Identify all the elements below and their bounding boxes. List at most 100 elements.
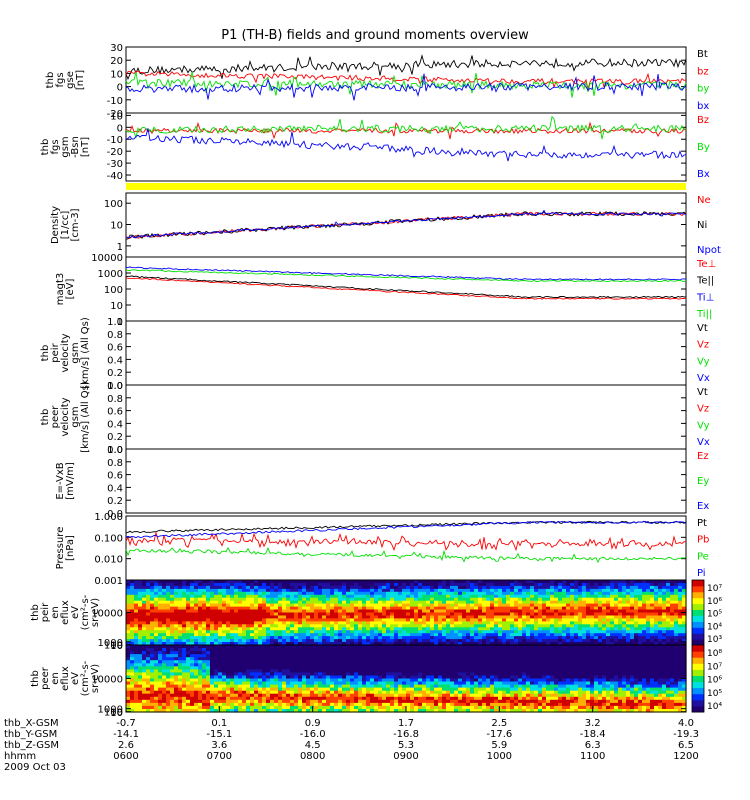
spectrogram-cell: [342, 699, 347, 704]
spectrogram-cell: [422, 654, 427, 658]
spectrogram-cell: [130, 702, 135, 707]
spectrogram-cell: [390, 636, 395, 640]
spectrogram-cell: [542, 583, 547, 587]
spectrogram-cell: [242, 660, 247, 664]
spectrogram-cell: [606, 633, 611, 637]
spectrogram-cell: [262, 627, 267, 631]
spectrogram-cell: [234, 687, 239, 692]
spectrogram-cell: [218, 603, 223, 608]
spectrogram-cell: [270, 612, 275, 617]
spectrogram-cell: [142, 606, 147, 611]
spectrogram-cell: [210, 633, 215, 637]
spectrogram-cell: [294, 702, 299, 707]
spectrogram-cell: [182, 627, 187, 631]
spectrogram-cell: [362, 696, 367, 701]
spectrogram-cell: [218, 583, 223, 587]
spectrogram-cell: [374, 588, 379, 593]
spectrogram-cell: [218, 696, 223, 701]
spectrogram-cell: [334, 672, 339, 676]
spectrogram-cell: [382, 666, 387, 670]
spectrogram-cell: [534, 627, 539, 631]
spectrogram-cell: [386, 663, 391, 667]
spectrogram-cell: [250, 669, 255, 673]
spectrogram-cell: [614, 597, 619, 602]
spectrogram-cell: [166, 702, 171, 707]
spectrogram-cell: [506, 630, 511, 634]
spectrogram-cell: [278, 663, 283, 667]
spectrogram-cell: [182, 630, 187, 634]
spectrogram-cell: [278, 705, 283, 710]
spectrogram-cell: [174, 600, 179, 605]
spectrogram-cell: [338, 654, 343, 658]
spectrogram-cell: [658, 594, 663, 599]
spectrogram-cell: [438, 621, 443, 625]
spectrogram-cell: [370, 633, 375, 637]
spectrogram-cell: [358, 627, 363, 631]
spectrogram-cell: [530, 606, 535, 611]
spectrogram-cell: [366, 648, 371, 652]
panel-8-series-Pb: [125, 531, 687, 552]
spectrogram-cell: [482, 594, 487, 599]
spectrogram-cell: [362, 627, 367, 631]
spectrogram-cell: [154, 663, 159, 667]
spectrogram-cell: [230, 618, 235, 622]
spectrogram-cell: [198, 618, 203, 622]
spectrogram-cell: [258, 666, 263, 670]
spectrogram-cell: [414, 666, 419, 670]
spectrogram-cell: [266, 666, 271, 670]
spectrogram-cell: [202, 603, 207, 608]
spectrogram-cell: [342, 583, 347, 587]
spectrogram-cell: [154, 660, 159, 664]
spectrogram-cell: [290, 663, 295, 667]
spectrogram-cell: [586, 603, 591, 608]
spectrogram-cell: [538, 583, 543, 587]
spectrogram-cell: [242, 663, 247, 667]
spectrogram-cell: [250, 636, 255, 640]
spectrogram-cell: [198, 615, 203, 620]
spectrogram-cell: [362, 612, 367, 617]
spectrogram-cell: [206, 612, 211, 617]
spectrogram-cell: [614, 627, 619, 631]
spectrogram-cell: [298, 585, 303, 590]
spectrogram-cell: [662, 603, 667, 608]
spectrogram-cell: [382, 709, 387, 713]
spectrogram-cell: [246, 705, 251, 710]
spectrogram-cell: [578, 624, 583, 628]
spectrogram-cell: [442, 594, 447, 599]
spectrogram-cell: [318, 588, 323, 593]
spectrogram-cell: [138, 666, 143, 670]
spectrogram-cell: [206, 709, 211, 713]
spectrogram-cell: [286, 642, 291, 646]
spectrogram-cell: [474, 585, 479, 590]
spectrogram-cell: [394, 615, 399, 620]
spectrogram-cell: [374, 591, 379, 596]
y-axis-label: [nT]: [75, 70, 86, 90]
spectrogram-cell: [570, 585, 575, 590]
spectrogram-cell: [134, 651, 139, 655]
spectrogram-cell: [222, 699, 227, 704]
panel-8-series-Pt: [125, 520, 687, 534]
spectrogram-cell: [602, 612, 607, 617]
spectrogram-cell: [190, 657, 195, 661]
legend-label: Pt: [697, 518, 707, 529]
spectrogram-cell: [210, 696, 215, 701]
spectrogram-cell: [522, 633, 527, 637]
spectrogram-cell: [358, 621, 363, 625]
spectrogram-cell: [262, 594, 267, 599]
spectrogram-cell: [362, 681, 367, 686]
spectrogram-cell: [250, 627, 255, 631]
spectrogram-cell: [594, 618, 599, 622]
spectrogram-cell: [302, 699, 307, 704]
spectrogram-cell: [274, 583, 279, 587]
spectrogram-cell: [342, 580, 347, 584]
spectrogram-cell: [382, 639, 387, 643]
spectrogram-cell: [134, 654, 139, 658]
spectrogram-cell: [258, 696, 263, 701]
spectrogram-cell: [386, 709, 391, 713]
spectrogram-cell: [430, 612, 435, 617]
spectrogram-cell: [146, 678, 151, 683]
spectrogram-cell: [622, 612, 627, 617]
spectrogram-cell: [474, 618, 479, 622]
spectrogram-cell: [270, 687, 275, 692]
spectrogram-cell: [358, 672, 363, 676]
